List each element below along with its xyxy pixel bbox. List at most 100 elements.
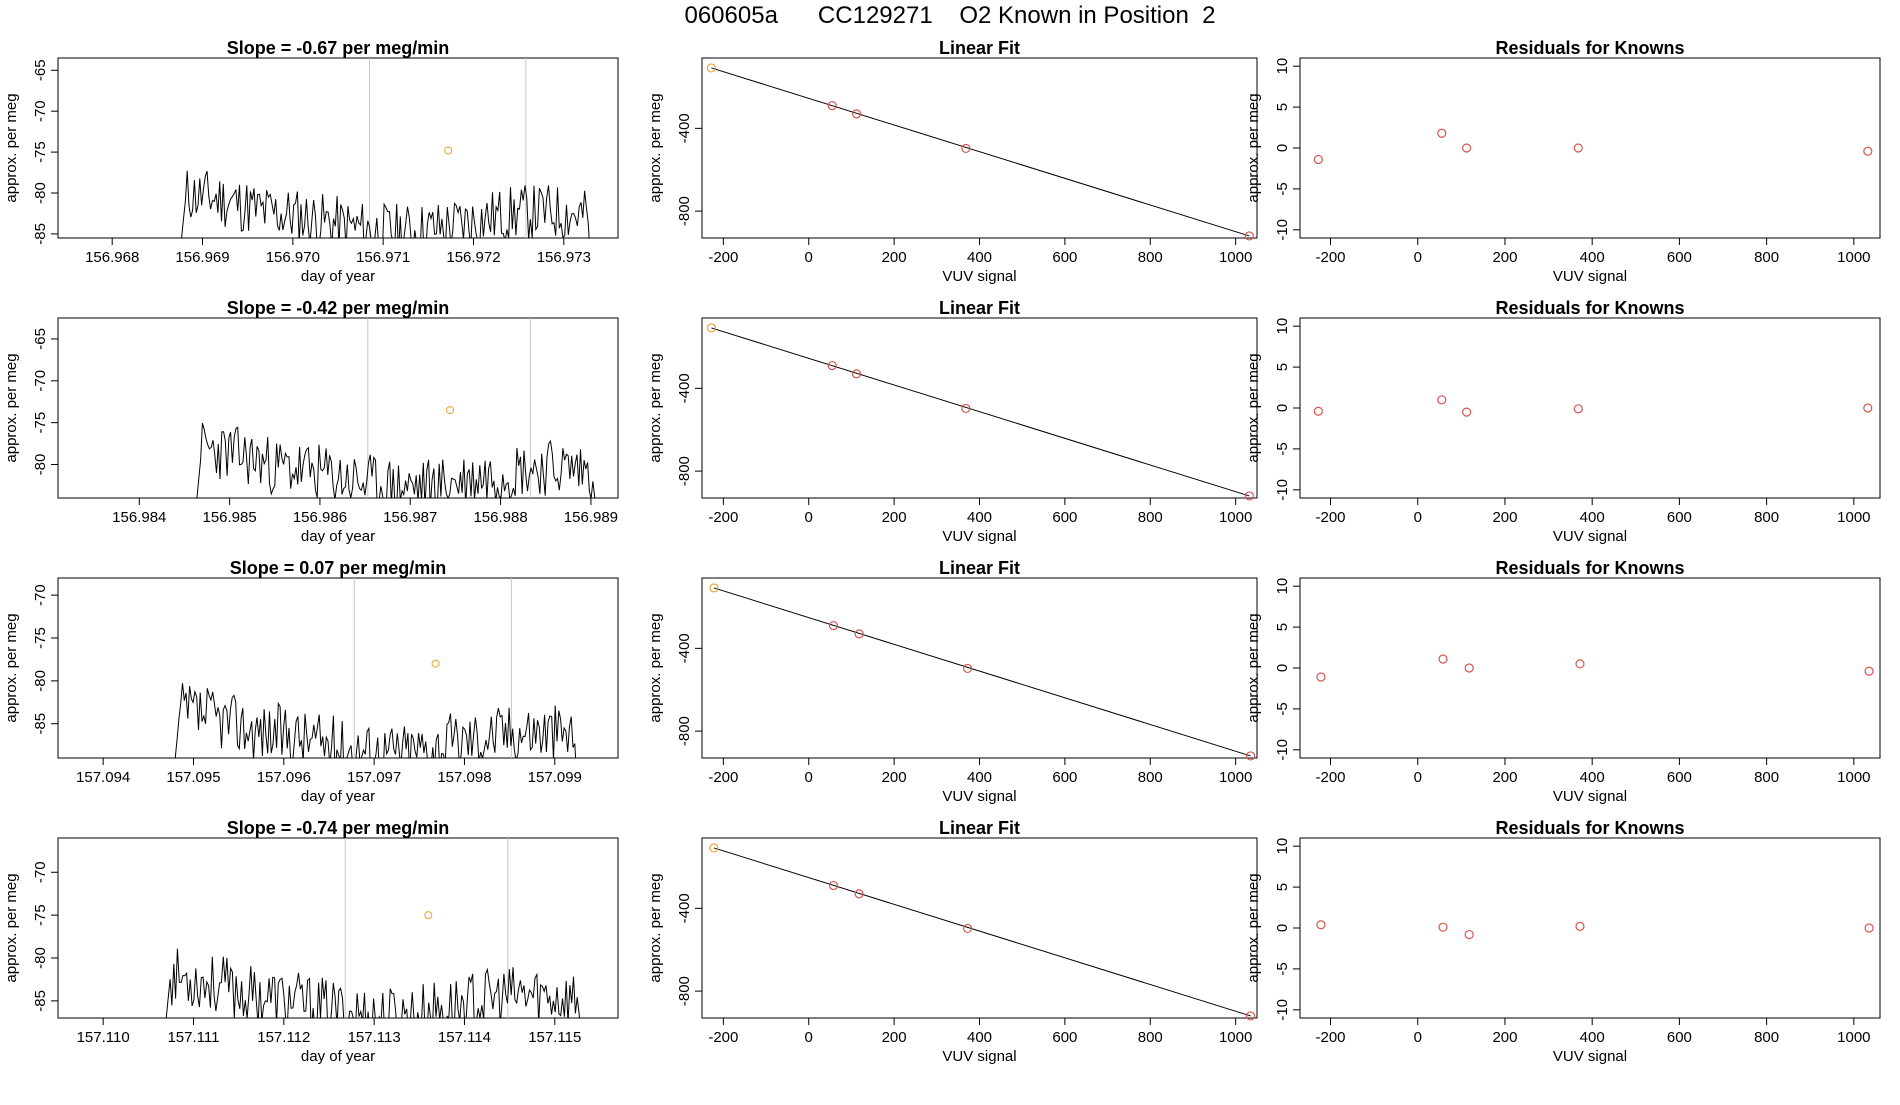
data-point [1316, 920, 1326, 930]
data-point [1863, 146, 1873, 156]
data-point [828, 620, 839, 631]
x-tick-label: 600 [1052, 1029, 1077, 1046]
panel-r1-fit: Linear Fit VUV signal approx. per meg -200 0… [647, 38, 1258, 285]
fit-line [711, 67, 1250, 237]
x-tick-label: 1000 [1837, 1029, 1870, 1046]
plot-frame [57, 57, 619, 239]
panel-title: Residuals for Knowns [1495, 558, 1684, 578]
y-tick-label: -5 [1274, 182, 1291, 195]
y-tick-label: -70 [32, 861, 49, 883]
y-axis-label: approx. per meg [1245, 613, 1262, 722]
y-axis-label: approx. per meg [647, 93, 664, 202]
data-point [706, 323, 716, 333]
plot-frame [1299, 837, 1881, 1019]
y-axis-label: approx. per meg [3, 873, 20, 982]
signal-trace [196, 423, 596, 498]
x-tick-label: 157.099 [528, 769, 582, 786]
x-axis-label: day of year [301, 268, 375, 285]
y-tick-label: 0 [1274, 144, 1291, 152]
highlight-point [444, 146, 453, 155]
data-point [1575, 921, 1585, 931]
x-tick-label: -200 [708, 249, 738, 266]
x-axis-label: day of year [301, 528, 375, 545]
data-point [1245, 1011, 1256, 1021]
panel-r4-res: Residuals for Knowns VUV signal approx. pe… [1245, 818, 1881, 1065]
y-axis-label: approx. per meg [3, 613, 20, 722]
x-axis-label: day of year [301, 1048, 375, 1065]
y-axis-label: approx. per meg [647, 873, 664, 982]
x-tick-label: 1000 [1837, 509, 1870, 526]
y-axis-label: approx. per meg [1245, 353, 1262, 462]
y-tick-label: -10 [1274, 219, 1291, 241]
y-axis-label: approx. per meg [3, 93, 20, 202]
y-tick-label: -80 [32, 454, 49, 476]
y-tick-label: -400 [676, 633, 693, 663]
data-point [828, 880, 839, 891]
y-tick-label: -85 [32, 990, 49, 1012]
signal-trace [181, 170, 590, 238]
x-tick-label: 156.972 [446, 249, 500, 266]
data-point [854, 889, 864, 899]
plot-frame [701, 317, 1258, 499]
x-tick-label: 1000 [1837, 769, 1870, 786]
x-tick-label: 200 [882, 1029, 907, 1046]
data-point [1864, 666, 1874, 676]
panel-r3-res: Residuals for Knowns VUV signal approx. pe… [1245, 558, 1881, 805]
panel-title: Linear Fit [939, 818, 1020, 838]
data-point [961, 143, 971, 154]
y-tick-label: -70 [32, 100, 49, 122]
x-tick-label: 157.097 [347, 769, 401, 786]
x-tick-label: -200 [708, 1029, 738, 1046]
highlight-point [431, 659, 440, 668]
y-tick-label: 5 [1274, 623, 1291, 631]
x-tick-label: 200 [1492, 769, 1517, 786]
y-tick-label: 0 [1274, 924, 1291, 932]
plot-frame [57, 317, 619, 499]
x-tick-label: 400 [967, 509, 992, 526]
plot-frame [1299, 577, 1881, 759]
data-point [1244, 491, 1254, 501]
x-tick-label: 156.986 [293, 509, 347, 526]
x-tick-label: 600 [1667, 1029, 1692, 1046]
y-tick-label: -5 [1274, 702, 1291, 715]
x-tick-label: 600 [1052, 509, 1077, 526]
signal-trace [165, 948, 580, 1018]
x-axis-label: VUV signal [942, 1048, 1016, 1065]
x-tick-label: 400 [1580, 249, 1605, 266]
data-point [962, 663, 973, 674]
data-point [827, 100, 837, 111]
x-tick-label: 157.114 [438, 1029, 491, 1046]
x-tick-label: 0 [805, 509, 813, 526]
y-tick-label: -10 [1274, 999, 1291, 1021]
panel-r2-ts: Slope = -0.42 per meg/min day of year appr… [3, 298, 619, 545]
y-tick-label: 10 [1274, 838, 1291, 855]
panel-r1-ts: Slope = -0.67 per meg/min day of year appr… [3, 38, 619, 285]
highlight-point [446, 406, 454, 415]
page-title: 060605a CC129271 O2 Known in Position 2 [684, 2, 1216, 29]
data-point [851, 369, 862, 379]
plot-frame [1299, 317, 1881, 499]
y-tick-label: -5 [1274, 442, 1291, 455]
panel-title: Residuals for Knowns [1495, 38, 1684, 58]
x-tick-label: 400 [967, 1029, 992, 1046]
x-tick-label: 1000 [1219, 509, 1252, 526]
y-tick-label: -80 [32, 947, 49, 969]
x-tick-label: 400 [967, 769, 992, 786]
x-tick-label: 156.973 [537, 249, 591, 266]
y-tick-label: -75 [32, 141, 49, 163]
y-tick-label: -65 [32, 59, 49, 81]
plot-frame [1299, 57, 1881, 239]
y-tick-label: -65 [32, 328, 49, 350]
y-tick-label: -5 [1274, 962, 1291, 975]
data-point [1438, 654, 1448, 664]
data-point [709, 583, 719, 593]
x-axis-label: VUV signal [1553, 788, 1627, 805]
x-tick-label: 156.971 [356, 249, 410, 266]
x-tick-label: 157.096 [257, 769, 311, 786]
x-axis-label: day of year [301, 788, 375, 805]
data-point [1437, 395, 1447, 405]
x-axis-label: VUV signal [1553, 1048, 1627, 1065]
panel-r3-ts: Slope = 0.07 per meg/min day of year appro… [3, 558, 619, 805]
x-tick-label: 600 [1667, 769, 1692, 786]
